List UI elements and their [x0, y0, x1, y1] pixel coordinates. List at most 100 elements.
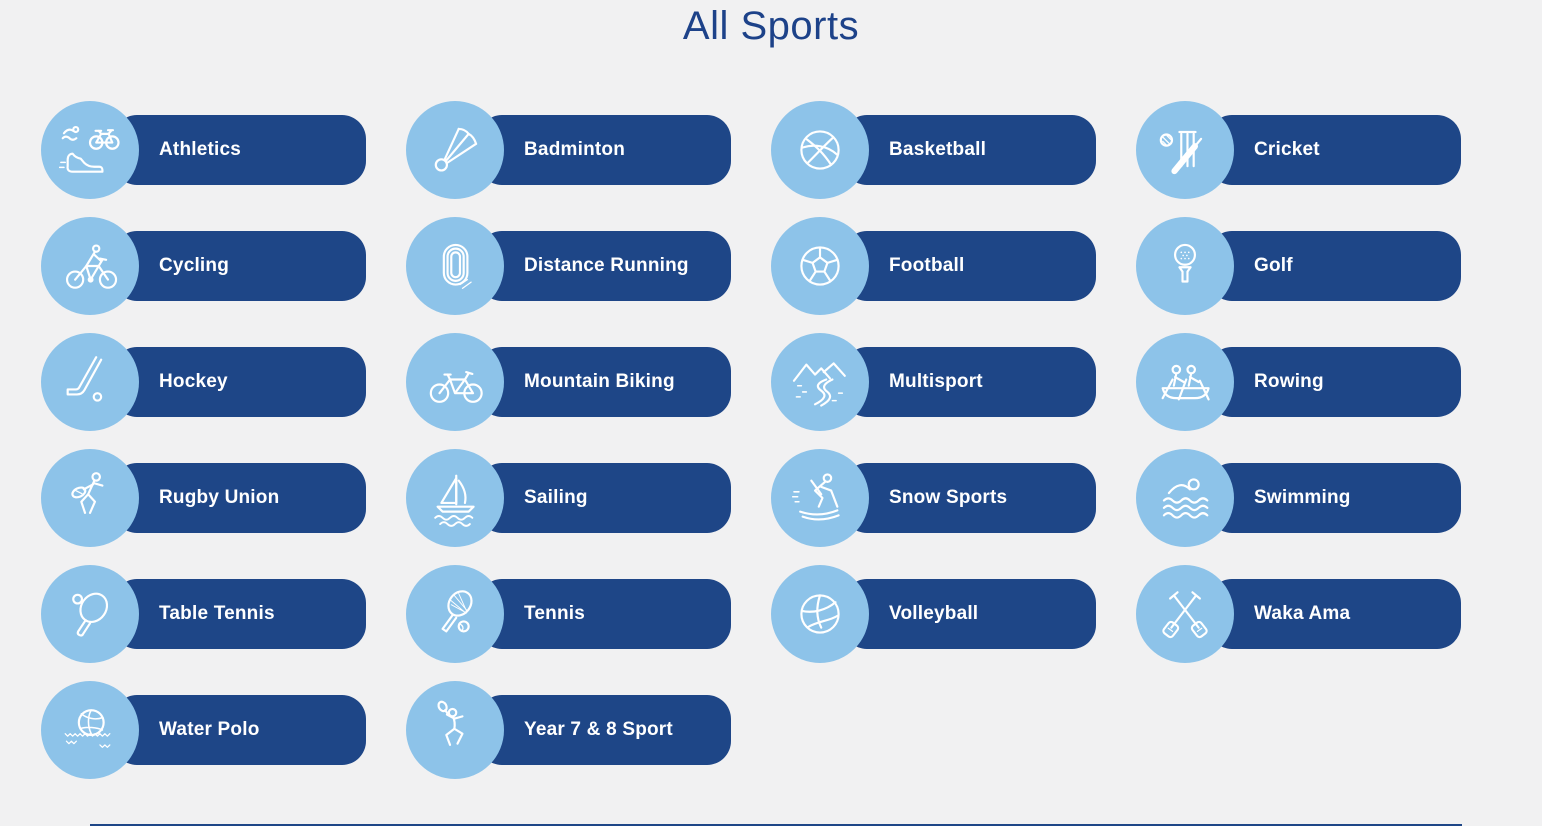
tennis-icon-badge [406, 565, 504, 663]
page-title: All Sports [682, 4, 860, 48]
sport-item-badminton[interactable]: Badminton [406, 101, 731, 199]
volleyball-icon-badge [771, 565, 869, 663]
swimming-icon-badge [1136, 449, 1234, 547]
snow-sports-icon [791, 473, 840, 521]
sport-pill: Football [843, 231, 1096, 301]
sport-pill: Sailing [478, 463, 731, 533]
cricket-icon-badge [1136, 101, 1234, 199]
sport-label: Mountain Biking [524, 371, 675, 392]
sport-item-hockey[interactable]: Hockey [41, 333, 366, 431]
sport-label: Cycling [159, 255, 230, 276]
golf-icon [1173, 243, 1197, 283]
sport-label: Multisport [889, 371, 983, 392]
sport-pill: Tennis [478, 579, 731, 649]
sport-pill: Cricket [1208, 115, 1461, 185]
sport-label: Table Tennis [159, 603, 275, 624]
sport-pill: Year 7 & 8 Sport [478, 695, 731, 765]
sport-item-tennis[interactable]: Tennis [406, 565, 731, 663]
sport-item-snow-sports[interactable]: Snow Sports [771, 449, 1096, 547]
sport-pill: Rowing [1208, 347, 1461, 417]
sport-pill: Distance Running [478, 231, 731, 301]
golf-icon-badge [1136, 217, 1234, 315]
sport-pill: Waka Ama [1208, 579, 1461, 649]
volleyball-icon [800, 594, 840, 634]
sport-pill: Water Polo [113, 695, 366, 765]
mountain-bike-icon-badge [406, 333, 504, 431]
sport-item-swimming[interactable]: Swimming [1136, 449, 1461, 547]
sport-item-waka-ama[interactable]: Waka Ama [1136, 565, 1461, 663]
mountain-bike-icon [429, 370, 483, 403]
sport-label: Basketball [889, 139, 987, 160]
sport-item-table-tennis[interactable]: Table Tennis [41, 565, 366, 663]
sport-pill: Multisport [843, 347, 1096, 417]
sport-label: Distance Running [524, 255, 689, 276]
sport-pill: Snow Sports [843, 463, 1096, 533]
water-polo-icon [64, 709, 111, 748]
sport-pill: Athletics [113, 115, 366, 185]
sport-item-athletics[interactable]: Athletics [41, 101, 366, 199]
cycling-icon [65, 244, 118, 289]
sport-pill: Volleyball [843, 579, 1096, 649]
sport-label: Swimming [1254, 487, 1351, 508]
table-tennis-icon [72, 592, 109, 637]
sport-item-cycling[interactable]: Cycling [41, 217, 366, 315]
cricket-icon [1159, 130, 1203, 175]
running-track-icon-badge [406, 217, 504, 315]
sport-item-cricket[interactable]: Cricket [1136, 101, 1461, 199]
sport-label: Waka Ama [1254, 603, 1351, 624]
badminton-icon [434, 127, 478, 172]
sport-label: Rugby Union [159, 487, 280, 508]
year-7-8-sport-icon [437, 700, 464, 746]
basketball-icon-badge [771, 101, 869, 199]
sport-label: Athletics [159, 139, 242, 160]
sport-item-mountain-biking[interactable]: Mountain Biking [406, 333, 731, 431]
running-track-icon [442, 243, 472, 289]
sport-pill: Golf [1208, 231, 1461, 301]
sport-item-rowing[interactable]: Rowing [1136, 333, 1461, 431]
badminton-icon-badge [406, 101, 504, 199]
sport-label: Hockey [159, 371, 228, 392]
sport-label: Football [889, 255, 965, 276]
sport-pill: Cycling [113, 231, 366, 301]
cycling-icon-badge [41, 217, 139, 315]
sport-item-distance-running[interactable]: Distance Running [406, 217, 731, 315]
sport-item-football[interactable]: Football [771, 217, 1096, 315]
table-tennis-icon-badge [41, 565, 139, 663]
hockey-icon [66, 356, 103, 402]
rowing-icon [1161, 364, 1210, 401]
sport-pill: Swimming [1208, 463, 1461, 533]
multisport-icon [792, 362, 846, 407]
sport-item-water-polo[interactable]: Water Polo [41, 681, 366, 779]
sport-item-basketball[interactable]: Basketball [771, 101, 1096, 199]
sport-label: Water Polo [159, 719, 260, 740]
sport-item-sailing[interactable]: Sailing [406, 449, 731, 547]
football-icon [800, 246, 840, 286]
sport-label: Volleyball [889, 603, 979, 624]
sport-pill: Mountain Biking [478, 347, 731, 417]
sport-item-volleyball[interactable]: Volleyball [771, 565, 1096, 663]
sport-label: Sailing [524, 487, 588, 508]
swimming-icon [1162, 478, 1209, 519]
sports-grid: Athletics Badminton Basketball Cricket Cycli… [41, 101, 1501, 779]
rugby-icon [71, 472, 104, 514]
footer-bar [90, 824, 1462, 826]
athletics-icon-badge [41, 101, 139, 199]
sport-pill: Table Tennis [113, 579, 366, 649]
sport-label: Rowing [1254, 371, 1324, 392]
sport-item-rugby-union[interactable]: Rugby Union [41, 449, 366, 547]
athletics-icon [59, 125, 120, 173]
waka-ama-icon-badge [1136, 565, 1234, 663]
year-7-8-sport-icon-badge [406, 681, 504, 779]
sport-pill: Hockey [113, 347, 366, 417]
basketball-icon [800, 130, 840, 170]
sport-item-multisport[interactable]: Multisport [771, 333, 1096, 431]
sport-item-golf[interactable]: Golf [1136, 217, 1461, 315]
sport-label: Badminton [524, 139, 626, 160]
sport-item-year-7-8-sport[interactable]: Year 7 & 8 Sport [406, 681, 731, 779]
sailing-icon-badge [406, 449, 504, 547]
sport-label: Cricket [1254, 139, 1320, 160]
sport-pill: Basketball [843, 115, 1096, 185]
football-icon-badge [771, 217, 869, 315]
rugby-icon-badge [41, 449, 139, 547]
sport-pill: Badminton [478, 115, 731, 185]
